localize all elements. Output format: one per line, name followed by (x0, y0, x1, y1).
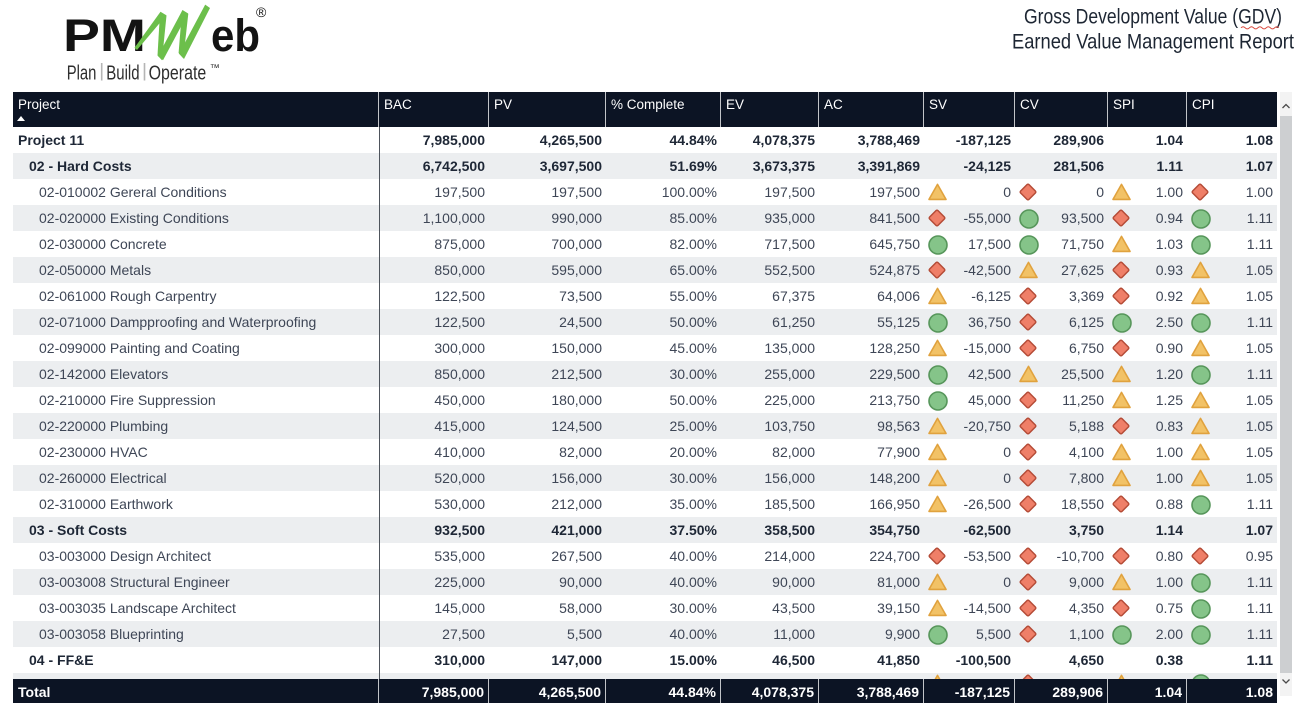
svg-text:Gross Development Value (GDV): Gross Development Value (GDV) (1024, 6, 1282, 29)
svg-text:PM: PM (63, 10, 146, 61)
svg-text:™: ™ (210, 63, 220, 74)
svg-text:®: ® (256, 4, 267, 20)
svg-text:Build: Build (106, 63, 139, 85)
svg-text:Operate: Operate (149, 63, 207, 85)
svg-text:Earned Value Management Report: Earned Value Management Report (1012, 31, 1294, 54)
svg-text:eb: eb (211, 10, 260, 61)
svg-text:Plan: Plan (67, 63, 97, 85)
